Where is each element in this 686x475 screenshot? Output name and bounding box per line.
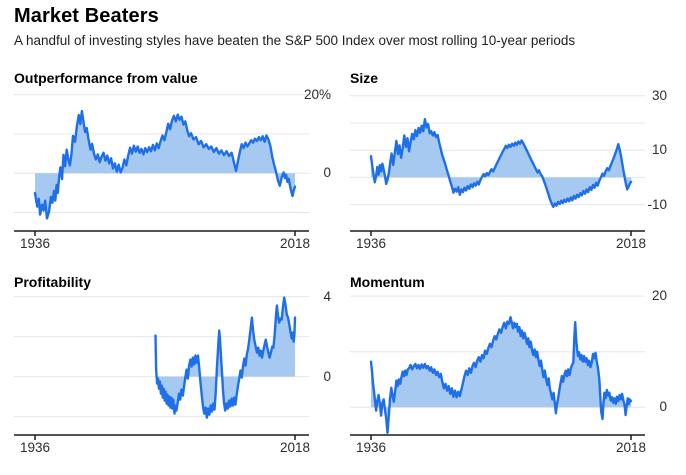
plot-area (350, 295, 645, 440)
panel-profitability: Profitability 4 0 1936 2018 (14, 268, 331, 464)
panel-size: Size 30 10 -10 1936 2018 (350, 64, 667, 260)
y-axis-label: 20 (651, 288, 667, 304)
x-axis-label: 1936 (19, 440, 51, 455)
series-line (154, 296, 297, 419)
y-axis-label: 0 (323, 165, 331, 181)
panel-title: Size (350, 70, 379, 86)
x-axis-label: 2018 (279, 236, 311, 251)
y-axis-label: 0 (659, 399, 667, 415)
x-axis-label: 2018 (615, 440, 647, 455)
panel-momentum: Momentum 20 0 1936 2018 (350, 268, 667, 464)
y-axis-label: 4 (323, 288, 331, 304)
panel-title: Profitability (14, 274, 92, 290)
y-axis-label: 10 (651, 142, 667, 158)
y-axis-label: 0 (323, 368, 331, 384)
series-line (369, 118, 633, 208)
panel-title: Outperformance from value (14, 70, 198, 86)
panel-outperformance-from-value: Outperformance from value 20% 0 1936 2018 (14, 64, 331, 260)
x-axis-label: 2018 (279, 440, 311, 455)
series-area (155, 297, 295, 418)
page-title: Market Beaters (14, 5, 159, 27)
series-area (35, 111, 295, 219)
x-axis-label: 1936 (19, 236, 51, 251)
y-axis-label: 30 (651, 87, 667, 103)
page-subtitle: A handful of investing styles have beate… (14, 33, 576, 48)
x-axis-label: 2018 (615, 236, 647, 251)
y-axis-label: -10 (647, 196, 667, 212)
panel-title: Momentum (350, 274, 425, 290)
series-area (371, 119, 631, 207)
y-axis-label: 20% (303, 86, 331, 102)
series-line (369, 316, 633, 434)
plot-area (14, 94, 309, 236)
plot-area (14, 296, 309, 440)
series-area (371, 317, 631, 433)
series-line (33, 109, 297, 220)
plot-area (350, 95, 645, 236)
x-axis-label: 1936 (355, 440, 387, 455)
x-axis-label: 1936 (355, 236, 387, 251)
